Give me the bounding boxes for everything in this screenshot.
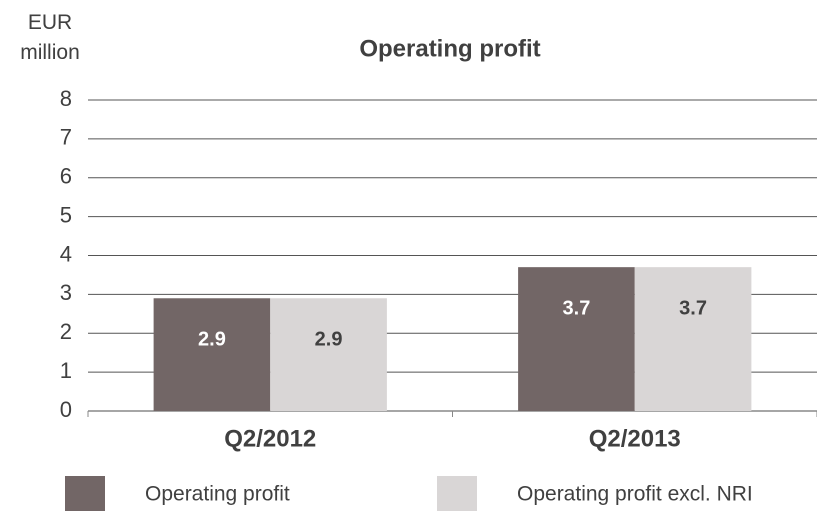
bar xyxy=(518,267,635,411)
data-label: 2.9 xyxy=(198,329,226,351)
bar xyxy=(270,298,387,411)
bar xyxy=(153,298,271,411)
y-tick-label: 3 xyxy=(60,280,72,305)
data-label: 3.7 xyxy=(679,297,707,319)
legend-label: Operating profit excl. NRI xyxy=(517,483,753,506)
y-tick-label: 4 xyxy=(60,241,72,266)
bar xyxy=(634,267,752,411)
x-tick-label: Q2/2012 xyxy=(224,425,316,452)
data-label: 2.9 xyxy=(315,329,343,351)
chart-title: Operating profit xyxy=(359,35,540,62)
y-axis-label: EUR million xyxy=(20,11,80,64)
y-tick-label: 5 xyxy=(60,202,72,227)
y-tick-label: 0 xyxy=(60,397,72,422)
legend-swatch xyxy=(437,476,477,511)
legend-label: Operating profit xyxy=(145,483,290,506)
y-tick-label: 7 xyxy=(60,125,72,150)
x-tick-label: Q2/2013 xyxy=(589,425,681,452)
y-tick-label: 8 xyxy=(60,86,72,111)
y-tick-label: 1 xyxy=(60,358,72,383)
y-tick-label: 2 xyxy=(60,319,72,344)
legend-swatch xyxy=(65,476,105,511)
y-tick-label: 6 xyxy=(60,164,72,189)
data-label: 3.7 xyxy=(563,297,591,319)
